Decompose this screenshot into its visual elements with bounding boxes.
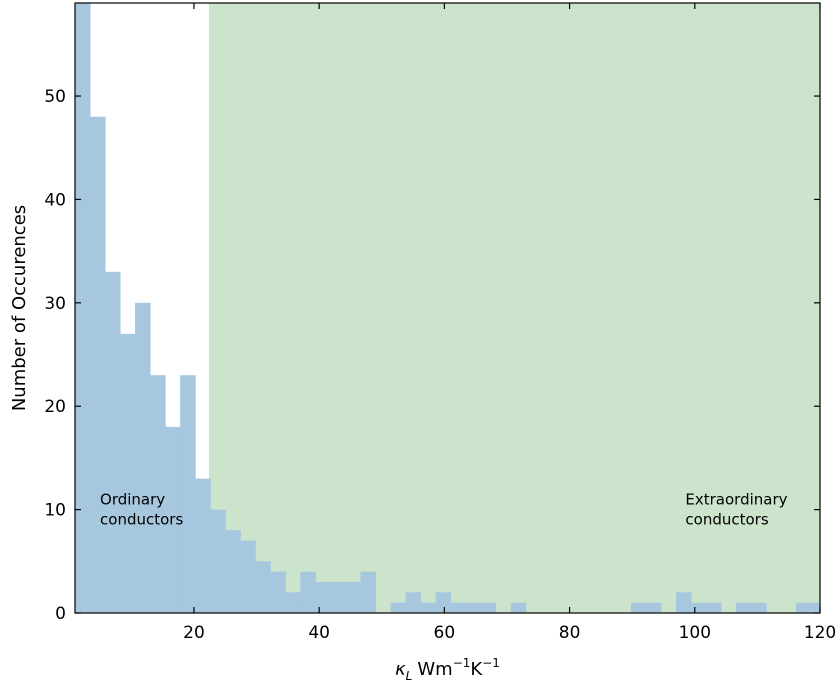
x-tick-label: 100 — [679, 623, 711, 643]
y-axis-ticks: 0 10 20 30 40 50 — [44, 87, 820, 624]
histogram-bar — [811, 602, 820, 613]
region-annotation-line: conductors — [685, 510, 768, 528]
annotations: Ordinary conductors Extraordinary conductor… — [100, 490, 788, 528]
histogram-bar — [150, 375, 166, 613]
histogram-bar — [270, 571, 286, 613]
histogram-bar — [630, 602, 647, 613]
histogram-bar — [360, 571, 377, 613]
x-axis-label-unit-w: Wm — [417, 659, 452, 680]
y-tick-label: 40 — [44, 190, 66, 210]
histogram-bar — [165, 426, 181, 613]
y-tick-label: 30 — [44, 294, 66, 314]
x-axis-label: κL Wm−1K−1 — [395, 656, 500, 683]
histogram-bar — [300, 571, 316, 613]
x-axis-label-subscript: L — [406, 669, 413, 683]
histogram-bar — [330, 581, 346, 613]
histogram-bar — [315, 581, 331, 613]
histogram-bar — [465, 602, 482, 613]
histogram-bars — [75, 3, 820, 613]
histogram-bar — [105, 271, 121, 613]
histogram-bar — [691, 602, 707, 613]
plot-frame — [74, 2, 821, 614]
histogram-bar — [195, 478, 211, 613]
region-annotation-line: Ordinary — [100, 490, 165, 508]
histogram-bar — [240, 540, 256, 613]
histogram-bar — [751, 602, 767, 613]
x-axis-label-exp1: −1 — [453, 656, 471, 670]
histogram-bar — [450, 602, 467, 613]
y-tick-label: 0 — [55, 604, 66, 624]
histogram-bar — [390, 602, 407, 613]
region-annotation: Extraordinary conductors — [685, 490, 787, 528]
histogram-bar — [225, 530, 241, 613]
x-tick-label: 120 — [804, 623, 836, 643]
histogram-bar — [90, 116, 106, 613]
x-tick-label: 20 — [183, 623, 205, 643]
x-tick-label: 80 — [559, 623, 581, 643]
histogram-bar — [480, 602, 497, 613]
histogram-bar — [676, 592, 692, 613]
histogram-bar — [510, 602, 527, 613]
extraordinary-region-shading — [208, 3, 820, 613]
y-tick-label: 50 — [44, 87, 66, 107]
histogram-bar — [405, 592, 422, 613]
y-axis-label: Number of Occurences — [9, 205, 30, 411]
histogram-bar — [285, 592, 301, 613]
x-tick-label: 40 — [308, 623, 330, 643]
histogram-bar — [435, 592, 452, 613]
histogram-bar — [210, 509, 226, 613]
x-axis-label-unit-k: K — [470, 659, 483, 680]
y-tick-label: 10 — [44, 501, 66, 521]
x-axis-ticks: 20 40 60 80 100 120 — [183, 3, 836, 643]
x-tick-label: 60 — [434, 623, 456, 643]
region-annotation-line: conductors — [100, 510, 183, 528]
x-axis-label-symbol: κ — [395, 659, 406, 680]
histogram-bar — [796, 602, 812, 613]
histogram-bar — [135, 302, 151, 613]
histogram-bar — [420, 602, 437, 613]
region-annotation: Ordinary conductors — [100, 490, 183, 528]
histogram-bar — [645, 602, 662, 613]
x-axis-label-exp2: −1 — [482, 656, 500, 670]
region-annotation-line: Extraordinary — [685, 490, 787, 508]
histogram-bar — [736, 602, 752, 613]
histogram-bar — [120, 333, 136, 613]
histogram-bar — [75, 3, 91, 613]
histogram-bar — [255, 561, 271, 613]
plot-area — [75, 3, 820, 613]
y-tick-label: 20 — [44, 397, 66, 417]
histogram-bar — [180, 375, 196, 613]
histogram-bar — [706, 602, 722, 613]
histogram-bar — [345, 581, 361, 613]
